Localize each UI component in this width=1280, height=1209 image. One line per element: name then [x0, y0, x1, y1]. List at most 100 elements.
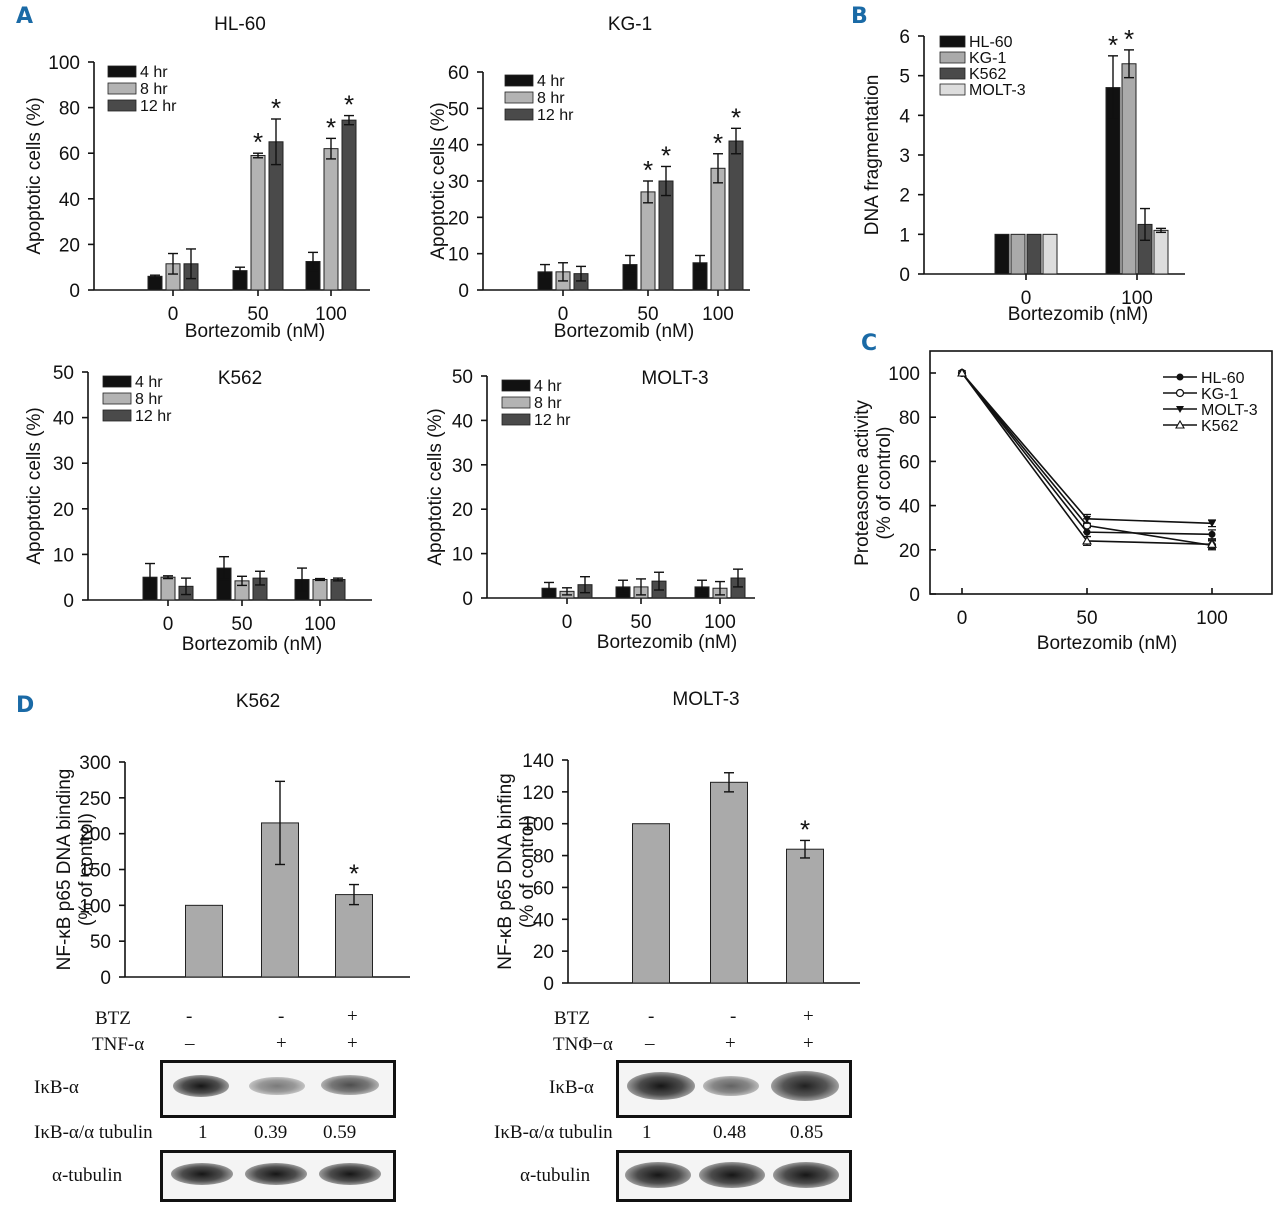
k562-ikb-label: IκB-α: [34, 1077, 79, 1098]
molt3-ikb-band-1: [627, 1072, 695, 1100]
k562-tnf-lane-2: +: [276, 1033, 287, 1054]
molt3-ikb-band-3: [771, 1071, 839, 1101]
molt3-ikb-label: IκB-α: [549, 1077, 594, 1098]
c-x-tick-label-1: 50: [1076, 608, 1097, 629]
d2-bar-p65-0: [632, 823, 670, 984]
a4-y-tick-label-5: 50: [452, 367, 473, 388]
d1-y-tick-label-3: 150: [79, 861, 111, 882]
a3-x-tick-label-1: 50: [231, 614, 252, 635]
b-y-tick-label-1: 1: [899, 225, 910, 246]
k562-tnf-lane-1: –: [185, 1033, 195, 1054]
c-point-k562-0: [957, 367, 967, 377]
a1-y-tick-label-5: 100: [48, 53, 80, 74]
a4-legend-label-1: 8 hr: [534, 395, 562, 412]
molt3-ikb-blot: [616, 1060, 852, 1118]
d2-y-axis-label-unit: (% of control): [517, 815, 538, 928]
b-bar-hl-60-0: [994, 233, 1010, 275]
a1-y-tick-label-4: 80: [59, 99, 80, 120]
b-legend-swatch-1: [939, 51, 966, 64]
b-legend-swatch-2: [939, 67, 966, 80]
d1-y-axis-label: NF-κB p65 DNA binding: [54, 769, 75, 971]
panel-letter-a: A: [16, 4, 34, 29]
b-y-axis-label: DNA fragmentation: [862, 75, 883, 236]
molt3-ikb-band-2: [703, 1076, 759, 1096]
a3-legend-label-1: 8 hr: [135, 391, 163, 408]
c-legend-label-1: KG-1: [1201, 386, 1238, 403]
a2-y-tick-label-2: 20: [448, 208, 469, 229]
a2-x-tick-label-1: 50: [637, 304, 658, 325]
molt3-tnf-lane-3: +: [803, 1033, 814, 1054]
a2-legend-label-1: 8 hr: [537, 90, 565, 107]
molt3-tnf-lane-2: +: [725, 1033, 736, 1054]
d2-y-tick-label-6: 120: [522, 783, 554, 804]
k562-ikb-band-2: [249, 1077, 305, 1095]
c-y-tick-label-3: 60: [899, 452, 920, 473]
a1-legend-label-2: 12 hr: [140, 98, 177, 115]
a4-x-tick-label-2: 100: [704, 612, 736, 633]
b-bar-molt-3-0: [1042, 233, 1058, 275]
a2-y-tick-label-6: 60: [448, 63, 469, 84]
a1-legend-label-1: 8 hr: [140, 81, 168, 98]
c-y-axis-label-unit: (% of control): [874, 427, 895, 540]
d1-y-tick-label-4: 200: [79, 825, 111, 846]
a3-y-tick-label-5: 50: [53, 363, 74, 384]
a2-legend-label-0: 4 hr: [537, 73, 565, 90]
a1-significance-star-1-2: *: [326, 112, 336, 142]
a3-y-tick-label-0: 0: [63, 591, 74, 612]
a2-x-tick-label-0: 0: [558, 304, 569, 325]
a2-y-tick-label-5: 50: [448, 99, 469, 120]
c-legend-label-0: HL-60: [1201, 370, 1245, 387]
a2-legend-label-2: 12 hr: [537, 107, 574, 124]
a1-legend-swatch-0: [107, 65, 137, 78]
a3-bar-8hr-0: [160, 576, 176, 601]
a1-y-tick-label-2: 40: [59, 190, 80, 211]
c-legend-label-2: MOLT-3: [1201, 402, 1258, 419]
a4-x-axis-label: Bortezomib (nM): [597, 632, 737, 653]
d2-y-tick-label-3: 60: [533, 878, 554, 899]
b-x-axis-label: Bortezomib (nM): [1008, 304, 1148, 325]
a2-significance-star-2-2: *: [731, 102, 741, 132]
a4-y-tick-label-3: 30: [452, 456, 473, 477]
d1-title: K562: [236, 691, 280, 712]
a2-significance-star-1-2: *: [713, 128, 723, 158]
k562-tubulin-blot: [160, 1150, 396, 1202]
a1-y-tick-label-1: 20: [59, 235, 80, 256]
a2-legend-swatch-0: [504, 74, 534, 87]
molt3-tubulin-band-1: [625, 1162, 691, 1188]
a1-legend-label-0: 4 hr: [140, 64, 168, 81]
a3-bar-8hr-2: [312, 578, 328, 601]
b-bar-molt-3-1: [1153, 229, 1169, 275]
a3-legend-label-2: 12 hr: [135, 408, 172, 425]
a4-legend-label-2: 12 hr: [534, 412, 571, 429]
a1-title: HL-60: [214, 14, 266, 35]
d1-y-axis-label-unit: (% of control): [76, 813, 97, 926]
d2-y-tick-label-7: 140: [522, 751, 554, 772]
a3-x-axis-label: Bortezomib (nM): [182, 634, 322, 655]
molt3-btz-label: BTZ: [554, 1008, 590, 1029]
c-point-molt-3-2: [1208, 520, 1216, 528]
k562-btz-lane-1: -: [186, 1006, 193, 1027]
d2-bar-p65-1: [710, 781, 748, 984]
a3-bar-12hr-2: [330, 578, 346, 601]
panel-letter-c: C: [861, 331, 878, 356]
c-y-tick-label-5: 100: [888, 364, 920, 385]
a3-y-tick-label-4: 40: [53, 409, 74, 430]
molt3-ratio-1: 1: [642, 1122, 652, 1143]
a1-bar-8hr-2: [323, 148, 339, 291]
molt3-tubulin-band-2: [699, 1162, 765, 1188]
k562-ikb-band-1: [173, 1075, 229, 1097]
d1-y-tick-label-1: 50: [90, 932, 111, 953]
a4-y-tick-label-2: 20: [452, 500, 473, 521]
a2-significance-star-2-1: *: [661, 140, 671, 170]
a1-x-tick-label-0: 0: [168, 304, 179, 325]
c-x-tick-label-2: 100: [1196, 608, 1228, 629]
a1-y-tick-label-0: 0: [69, 281, 80, 302]
a3-x-tick-label-2: 100: [304, 614, 336, 635]
a2-legend-swatch-2: [504, 108, 534, 121]
a1-significance-star-1-1: *: [253, 127, 263, 157]
d2-bar-p65-2: [786, 848, 824, 984]
a2-y-tick-label-3: 30: [448, 172, 469, 193]
k562-btz-lane-3: +: [347, 1006, 358, 1027]
c-y-tick-label-2: 40: [899, 497, 920, 518]
